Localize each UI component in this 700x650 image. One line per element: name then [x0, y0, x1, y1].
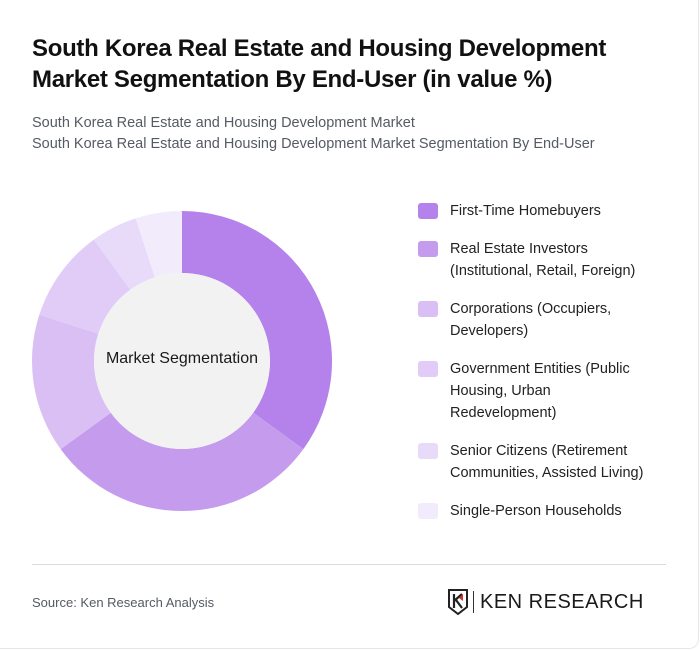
- donut-segment[interactable]: [32, 314, 111, 450]
- logo-separator: [473, 591, 474, 613]
- legend-swatch: [418, 443, 438, 459]
- ken-research-logo: KEN RESEARCH: [447, 589, 644, 615]
- donut-segment[interactable]: [60, 412, 304, 511]
- chart-subtitle: South Korea Real Estate and Housing Deve…: [32, 113, 595, 155]
- subtitle-line-2: South Korea Real Estate and Housing Deve…: [32, 136, 595, 152]
- legend-label: Single-Person Households: [450, 503, 622, 519]
- donut-segment[interactable]: [135, 211, 182, 278]
- legend-swatch: [418, 361, 438, 377]
- donut-center-label: Market Segmentation: [105, 350, 259, 367]
- legend-label: Government Entities (Public Housing, Urb…: [450, 361, 630, 421]
- legend-item[interactable]: Real Estate Investors (Institutional, Re…: [418, 238, 688, 282]
- ken-shield-icon: [448, 589, 468, 615]
- donut-segment[interactable]: [182, 211, 332, 450]
- legend-swatch: [418, 301, 438, 317]
- donut-segment[interactable]: [39, 239, 131, 334]
- legend-label: First-Time Homebuyers: [450, 203, 601, 219]
- legend-item[interactable]: First-Time Homebuyers: [418, 200, 688, 222]
- legend-swatch: [418, 241, 438, 257]
- subtitle-line-1: South Korea Real Estate and Housing Deve…: [32, 115, 415, 131]
- legend-item[interactable]: Senior Citizens (Retirement Communities,…: [418, 440, 688, 484]
- legend-item[interactable]: Single-Person Households: [418, 500, 688, 522]
- footer-divider: [32, 564, 666, 565]
- legend-label: Senior Citizens (Retirement Communities,…: [450, 443, 644, 481]
- source-note: Source: Ken Research Analysis: [32, 595, 215, 610]
- legend-label: Corporations (Occupiers, Developers): [450, 301, 612, 339]
- legend-swatch: [418, 503, 438, 519]
- legend-label: Real Estate Investors (Institutional, Re…: [450, 241, 636, 279]
- legend-item[interactable]: Government Entities (Public Housing, Urb…: [418, 358, 688, 424]
- chart-legend: First-Time Homebuyers Real Estate Investo…: [418, 200, 688, 538]
- logo-text: KEN RESEARCH: [480, 590, 644, 613]
- legend-swatch: [418, 203, 438, 219]
- donut-segment[interactable]: [93, 218, 155, 290]
- donut-hole: [94, 273, 270, 449]
- legend-item[interactable]: Corporations (Occupiers, Developers): [418, 298, 688, 342]
- chart-title: South Korea Real Estate and Housing Deve…: [32, 35, 607, 93]
- donut-chart: [32, 211, 332, 511]
